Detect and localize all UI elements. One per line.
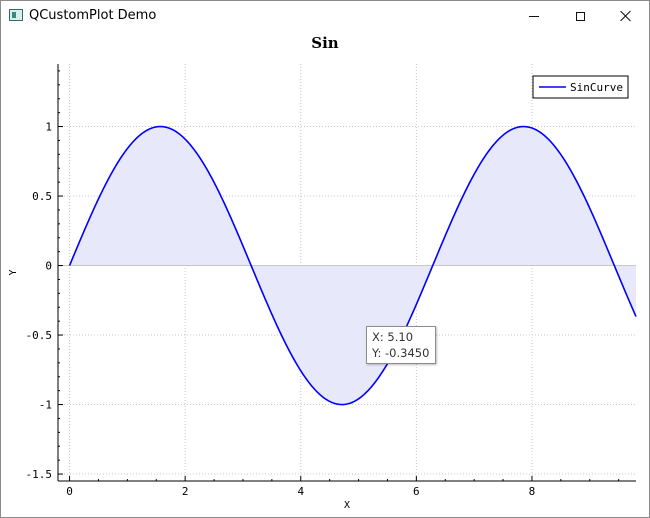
y-tick-label: 0.5 (32, 190, 52, 203)
window-title: QCustomPlot Demo (29, 8, 157, 23)
minimize-button[interactable] (511, 1, 557, 31)
maximize-icon (575, 11, 585, 21)
y-tick-label: -1 (39, 399, 52, 412)
cursor-tooltip: X: 5.10 Y: -0.3450 (366, 326, 436, 364)
tooltip-y-value: Y: -0.3450 (372, 346, 430, 360)
x-tick-label: 4 (297, 485, 304, 498)
y-tick-label: 0 (45, 260, 52, 273)
y-tick-label: -1.5 (26, 468, 53, 481)
tooltip-x-value: X: 5.10 (372, 330, 414, 344)
tick-labels: 0 2 4 6 8 1 0.5 0 -0.5 -1 -1.5 (26, 121, 536, 498)
x-tick-label: 2 (182, 485, 189, 498)
x-tick-label: 8 (529, 485, 536, 498)
title-bar[interactable]: QCustomPlot Demo (1, 1, 649, 31)
y-tick-label: 1 (45, 121, 52, 134)
y-axis-label: Y (8, 269, 19, 275)
legend-box (532, 75, 629, 99)
qcustomplot-app-icon (9, 9, 23, 21)
maximize-button[interactable] (557, 1, 603, 31)
chart-title: Sin (311, 34, 339, 52)
y-tick-label: -0.5 (26, 329, 53, 342)
x-tick-label: 0 (66, 485, 73, 498)
series-line-sincurve[interactable] (68, 125, 637, 406)
legend-item-sincurve[interactable]: SinCurve (570, 81, 623, 94)
axes (57, 64, 636, 482)
legend[interactable]: SinCurve (532, 75, 629, 99)
x-axis-label: X (344, 500, 350, 511)
minimize-icon (529, 15, 539, 17)
x-tick-label: 6 (413, 485, 420, 498)
